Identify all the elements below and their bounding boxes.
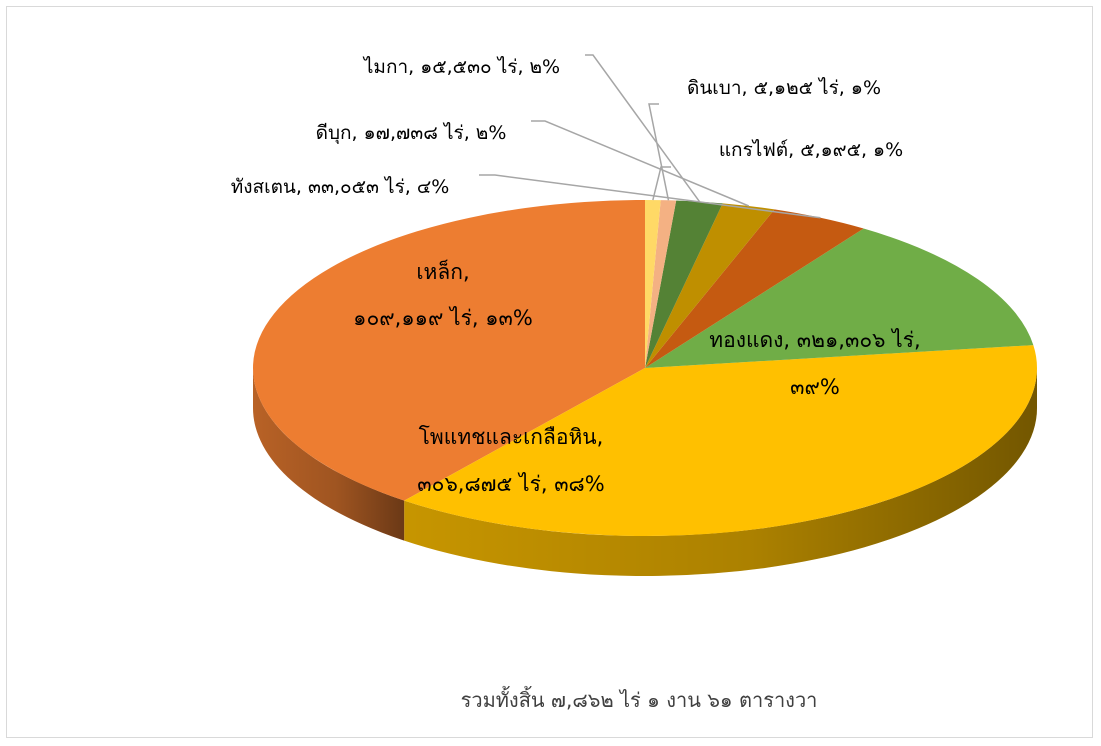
- data-label-iron: เหล็ก,: [416, 258, 469, 284]
- pie-slice-side-shade: [404, 368, 1037, 576]
- leader-diatomite: [648, 103, 670, 201]
- leader-tungsten: [479, 174, 821, 219]
- data-label-copper-pct: ๓๙%: [790, 375, 840, 399]
- data-label-tungsten: ทังสเตน, ๓๓,๐๕๓ ไร่, ๔%: [231, 176, 450, 198]
- pie-slice-side-shade: [253, 368, 405, 541]
- total-caption: รวมทั้งสิ้น ๗,๘๖๒ ไร่ ๑ งาน ๖๑ ตารางวา: [461, 686, 818, 712]
- data-label-tin: ดีบุก, ๑๗,๗๓๘ ไร่, ๒%: [316, 122, 507, 145]
- data-label-mica: ไมกา, ๑๕,๕๓๐ ไร่, ๒%: [362, 56, 560, 78]
- data-label-graphite: แกรไฟต์, ๕,๑๙๕, ๑%: [719, 139, 903, 161]
- pie-slice-3: [645, 228, 1034, 368]
- pie-chart: ทองแดง, ๓๒๑,๓๐๖ ไร่, ๓๙% โพแทชและเกลือหิน,…: [231, 54, 1037, 712]
- chart-frame: ทองแดง, ๓๒๑,๓๐๖ ไร่, ๓๙% โพแทชและเกลือหิน,…: [6, 6, 1093, 738]
- pie-top-faces: [253, 200, 1037, 536]
- data-label-iron-pct: ๑๐๙,๑๑๙ ไร่, ๑๓%: [353, 306, 533, 330]
- leader-graphite: [652, 166, 671, 201]
- pie-slice-7: [645, 200, 677, 368]
- data-label-potash-pct: ๓๐๖,๘๗๕ ไร่, ๓๘%: [417, 472, 604, 496]
- data-label-diatomite: ดินเบา, ๕,๑๒๕ ไร่, ๑%: [687, 77, 881, 99]
- pie-slice-2: [404, 345, 1037, 536]
- data-labels: ทองแดง, ๓๒๑,๓๐๖ ไร่, ๓๙% โพแทชและเกลือหิน,…: [231, 56, 921, 496]
- pie-slice-5: [645, 203, 775, 368]
- leader-mica: [585, 54, 701, 203]
- data-label-copper: ทองแดง, ๓๒๑,๓๐๖ ไร่,: [709, 328, 920, 352]
- pie-slice-8: [645, 200, 661, 368]
- pie-slice-1: [253, 200, 645, 501]
- pie-slice-6: [645, 200, 723, 368]
- leader-lines: [479, 54, 821, 219]
- data-label-potash: โพแทชและเกลือหิน,: [419, 425, 604, 449]
- pie-side-walls: [253, 368, 1037, 576]
- pie-slice-4: [645, 209, 864, 368]
- leader-tin: [531, 120, 750, 207]
